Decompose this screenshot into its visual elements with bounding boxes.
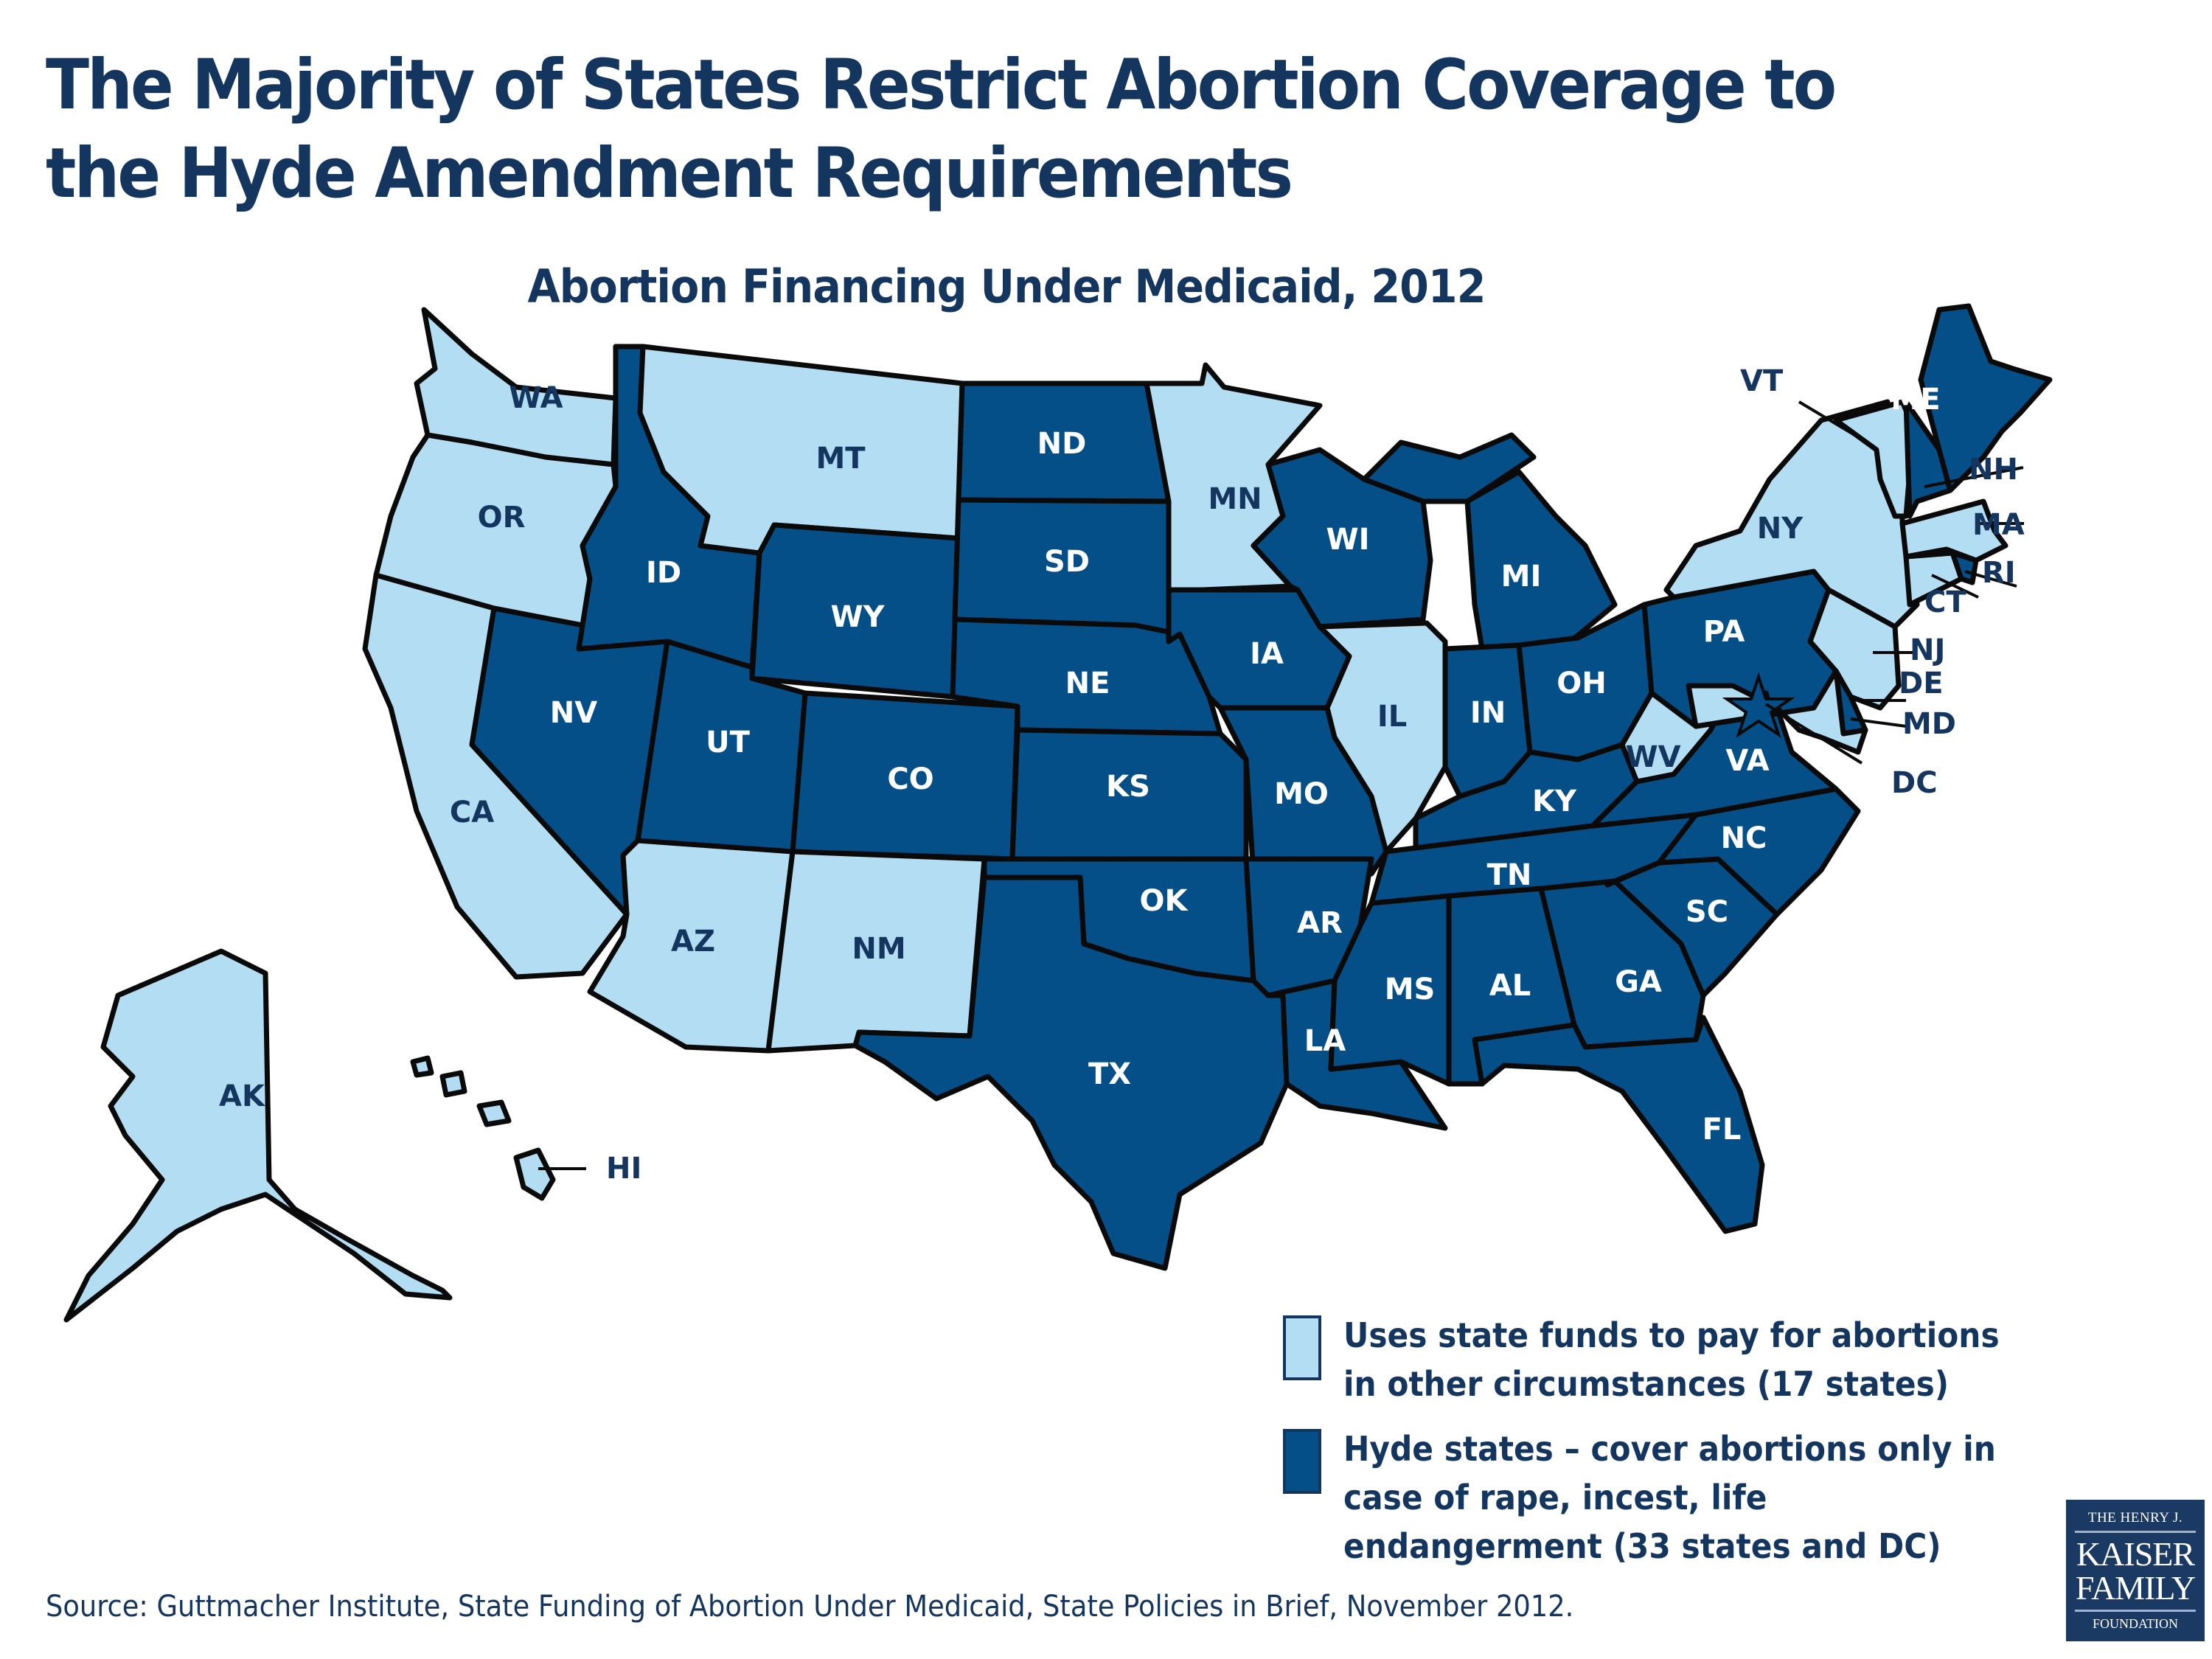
- state-labels: WA OR CA NV ID MT WY UT AZ CO NM ND SD N…: [219, 364, 2025, 1186]
- label-PA: PA: [1703, 615, 1745, 649]
- label-CA: CA: [450, 796, 494, 830]
- logo-rule: [2075, 1610, 2196, 1612]
- label-OK: OK: [1140, 884, 1189, 918]
- state-ME[interactable]: [1918, 303, 2053, 493]
- state-NJ[interactable]: [1807, 587, 1902, 711]
- map-subtitle: Abortion Financing Under Medicaid, 2012: [0, 260, 2212, 313]
- state-NC[interactable]: [1604, 786, 1861, 917]
- state-AK[interactable]: [63, 948, 453, 1323]
- logo-line2: KAISER: [2076, 1535, 2195, 1573]
- logo-line4: FOUNDATION: [2093, 1616, 2178, 1631]
- legend-label: Uses state funds to pay for abortions in…: [1343, 1315, 2000, 1404]
- state-WY[interactable]: [749, 522, 961, 700]
- state-MI[interactable]: [1464, 469, 1618, 652]
- label-RI: RI: [1982, 556, 2016, 590]
- leader-MD: [1850, 717, 1907, 728]
- label-TX: TX: [1088, 1057, 1131, 1091]
- label-MA: MA: [1972, 508, 2025, 542]
- legend-swatch-dark: [1283, 1429, 1321, 1494]
- label-MD: MD: [1902, 707, 1956, 741]
- label-NC: NC: [1721, 821, 1767, 855]
- state-TX[interactable]: [852, 874, 1290, 1271]
- label-WY: WY: [830, 600, 885, 634]
- label-OH: OH: [1557, 667, 1606, 700]
- label-WV: WV: [1625, 740, 1680, 774]
- leader-NH: [1924, 466, 2024, 488]
- logo-line1: THE HENRY J.: [2087, 1510, 2183, 1526]
- leader-lines: [538, 400, 2024, 1170]
- label-ID: ID: [646, 556, 681, 590]
- source-note: Source: Guttmacher Institute, State Fund…: [46, 1590, 1574, 1624]
- label-IL: IL: [1377, 700, 1407, 734]
- label-NH: NH: [1969, 453, 2018, 487]
- state-MI-UP[interactable]: [1361, 432, 1537, 504]
- label-NM: NM: [852, 932, 905, 966]
- label-AL: AL: [1489, 969, 1531, 1003]
- label-MO: MO: [1274, 777, 1329, 811]
- logo-line3: FAMILY: [2075, 1569, 2196, 1607]
- legend-label: Hyde states – cover abortions only in ca…: [1343, 1429, 1996, 1566]
- label-CT: CT: [1924, 585, 1966, 619]
- label-GA: GA: [1615, 965, 1662, 999]
- label-SD: SD: [1044, 545, 1090, 579]
- label-NE: NE: [1065, 667, 1110, 700]
- capital-star-icon: [1722, 672, 1795, 738]
- label-VT: VT: [1740, 364, 1784, 398]
- label-SC: SC: [1686, 895, 1728, 929]
- legend-item-hyde-states: Hyde states – cover abortions only in ca…: [1283, 1425, 2094, 1571]
- label-IN: IN: [1470, 696, 1506, 730]
- label-ME: ME: [1891, 383, 1940, 417]
- label-OR: OR: [478, 501, 526, 535]
- leader-CT: [1931, 574, 1979, 599]
- kff-logo: THE HENRY J. KAISER FAMILY FOUNDATION: [2066, 1500, 2205, 1641]
- label-MI: MI: [1501, 560, 1542, 594]
- label-HI: HI: [606, 1152, 641, 1186]
- label-ND: ND: [1037, 427, 1087, 461]
- label-WI: WI: [1326, 523, 1369, 557]
- logo-rule: [2075, 1531, 2196, 1533]
- label-LA: LA: [1304, 1024, 1346, 1058]
- label-AZ: AZ: [671, 925, 715, 959]
- label-CO: CO: [887, 762, 933, 796]
- label-MS: MS: [1385, 973, 1436, 1006]
- leader-RI: [1964, 570, 2017, 588]
- label-NV: NV: [550, 696, 597, 730]
- label-UT: UT: [706, 726, 750, 759]
- label-DE: DE: [1899, 667, 1944, 700]
- label-VA: VA: [1725, 744, 1769, 778]
- leader-DC: [1764, 703, 1863, 765]
- leader-VT: [1798, 400, 1868, 444]
- label-MN: MN: [1208, 482, 1262, 516]
- label-NJ: NJ: [1910, 633, 1945, 667]
- label-AK: AK: [219, 1079, 266, 1113]
- label-KS: KS: [1106, 770, 1150, 804]
- label-AR: AR: [1297, 906, 1343, 940]
- page-title: The Majority of States Restrict Abortion…: [46, 45, 1837, 214]
- state-CT[interactable]: [1903, 550, 1964, 608]
- legend-swatch-light: [1283, 1315, 1321, 1380]
- label-MT: MT: [815, 442, 866, 476]
- legend: Uses state funds to pay for abortions in…: [1283, 1311, 2094, 1587]
- label-DC: DC: [1891, 766, 1938, 800]
- label-FL: FL: [1703, 1113, 1742, 1147]
- label-WA: WA: [509, 381, 563, 415]
- state-NH[interactable]: [1903, 399, 1953, 519]
- state-HI[interactable]: [410, 1055, 556, 1201]
- map-subtitle-text: Abortion Financing Under Medicaid, 2012: [527, 260, 1486, 313]
- label-TN: TN: [1487, 858, 1532, 892]
- legend-item-uses-state-funds: Uses state funds to pay for abortions in…: [1283, 1311, 2094, 1408]
- state-FL[interactable]: [1472, 1015, 1765, 1234]
- label-IA: IA: [1250, 637, 1284, 671]
- state-KS[interactable]: [1009, 727, 1249, 862]
- label-NY: NY: [1757, 512, 1804, 546]
- label-KY: KY: [1532, 785, 1577, 818]
